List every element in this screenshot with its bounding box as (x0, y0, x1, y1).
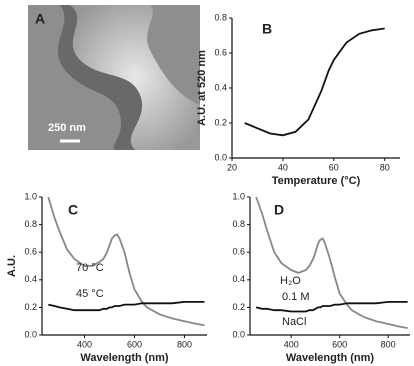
x-tick-label: 400 (284, 339, 299, 349)
y-tick-label: 0.2 (214, 117, 227, 127)
x-axis-label: Temperature (°C) (272, 175, 361, 187)
scale-bar-label: 250 nm (48, 122, 86, 134)
x-tick-label: 600 (332, 339, 347, 349)
y-tick-label: 0.2 (232, 302, 245, 312)
y-tick-label: 0.8 (214, 12, 227, 22)
annotation: NaCl (282, 316, 306, 328)
y-tick-label: 0.8 (232, 219, 245, 229)
y-tick-label: 1.0 (232, 191, 245, 201)
panel-label: C (68, 202, 78, 218)
panel-label: A (35, 11, 45, 27)
y-tick-label: 0.0 (24, 329, 37, 339)
panel-label: D (274, 202, 284, 218)
series-line (245, 29, 385, 136)
y-tick-label: 0.0 (232, 329, 245, 339)
x-tick-label: 400 (77, 339, 92, 349)
y-tick-label: 0.6 (214, 47, 227, 57)
series-line (48, 302, 204, 310)
x-axis-label: Wavelength (nm) (286, 352, 375, 364)
sem-image: A 250 nm (28, 5, 200, 150)
x-tick-label: 40 (278, 162, 288, 172)
annotation: 45 °C (76, 288, 104, 300)
y-tick-label: 0.4 (232, 274, 245, 284)
annotation: 0.1 M (282, 291, 310, 303)
annotation: H₂O (280, 275, 301, 287)
y-tick-label: 0.4 (214, 82, 227, 92)
series-line (256, 302, 408, 312)
x-tick-label: 20 (227, 162, 237, 172)
x-axis-label: Wavelength (nm) (80, 352, 169, 364)
y-tick-label: 0.8 (24, 219, 37, 229)
y-axis-label: A.U. (6, 255, 18, 277)
y-axis-label: A.U. at 520 nm (196, 50, 208, 126)
x-tick-label: 800 (381, 339, 396, 349)
annotation: 70 °C (76, 262, 104, 274)
y-tick-label: 0.0 (214, 152, 227, 162)
y-tick-label: 0.4 (24, 274, 37, 284)
x-tick-label: 800 (177, 339, 192, 349)
x-tick-label: 60 (329, 162, 339, 172)
y-tick-label: 0.2 (24, 302, 37, 312)
x-tick-label: 80 (380, 162, 390, 172)
figure: A 250 nm 0.0 0.2 0.4 0.6 0.8 20 40 60 80 B Tempera… (0, 0, 414, 366)
x-tick-label: 600 (127, 339, 142, 349)
panel-label: B (262, 21, 272, 37)
y-tick-label: 0.6 (24, 247, 37, 257)
y-tick-label: 1.0 (24, 191, 37, 201)
y-tick-label: 0.6 (232, 247, 245, 257)
